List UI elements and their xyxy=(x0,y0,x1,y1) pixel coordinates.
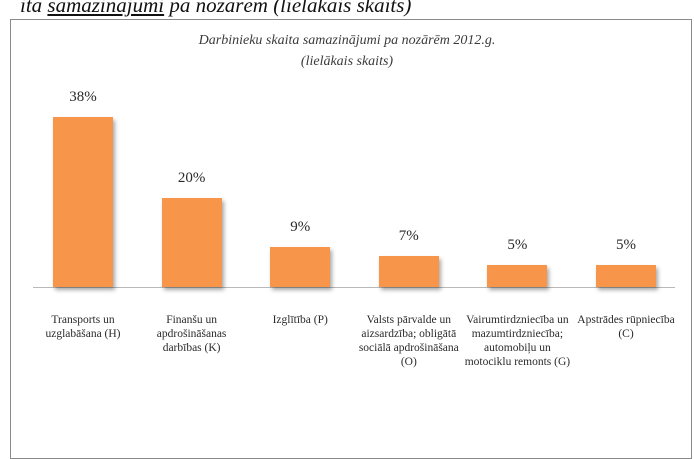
category-label-5: Vairumtirdzniecība un mazumtirdzniecība;… xyxy=(464,314,571,368)
bar-3 xyxy=(270,246,331,287)
value-label-2: 20% xyxy=(177,169,206,186)
bar-5 xyxy=(487,264,548,287)
page-heading-underlined: samazinājumi xyxy=(47,0,165,17)
bar-6 xyxy=(596,264,656,287)
chart-subtitle: (lielākais skaits) xyxy=(300,54,394,69)
x-axis-baseline xyxy=(33,287,675,288)
value-label-4: 7% xyxy=(398,227,419,244)
category-label-3: Izglītība (P) xyxy=(272,314,328,326)
category-label-4: Valsts pārvalde un aizsardzība; obligātā… xyxy=(358,314,459,368)
category-label-2: Finanšu un apdrošināšanas darbības (K) xyxy=(156,314,227,354)
category-label-6: Apstrādes rūpniecība (C) xyxy=(577,314,675,340)
chart-title: Darbinieku skaita samazinājumi pa nozārē… xyxy=(198,33,496,48)
bar-4 xyxy=(378,255,439,287)
value-label-3: 9% xyxy=(290,218,311,235)
category-label-1: Transports un uzglabāšana (H) xyxy=(45,314,121,340)
value-label-1: 38% xyxy=(69,89,97,105)
bar-1 xyxy=(53,117,113,287)
page-heading-suffix: pa nozārēm (lielākais skaits) xyxy=(164,0,412,17)
page-heading: ita samazinājumi pa nozārēm (lielākais s… xyxy=(0,0,694,19)
page-heading-prefix: ita xyxy=(20,0,48,17)
value-label-5: 5% xyxy=(507,236,528,253)
bar-2 xyxy=(161,197,222,287)
value-label-6: 5% xyxy=(616,236,636,253)
chart-frame xyxy=(10,19,692,459)
